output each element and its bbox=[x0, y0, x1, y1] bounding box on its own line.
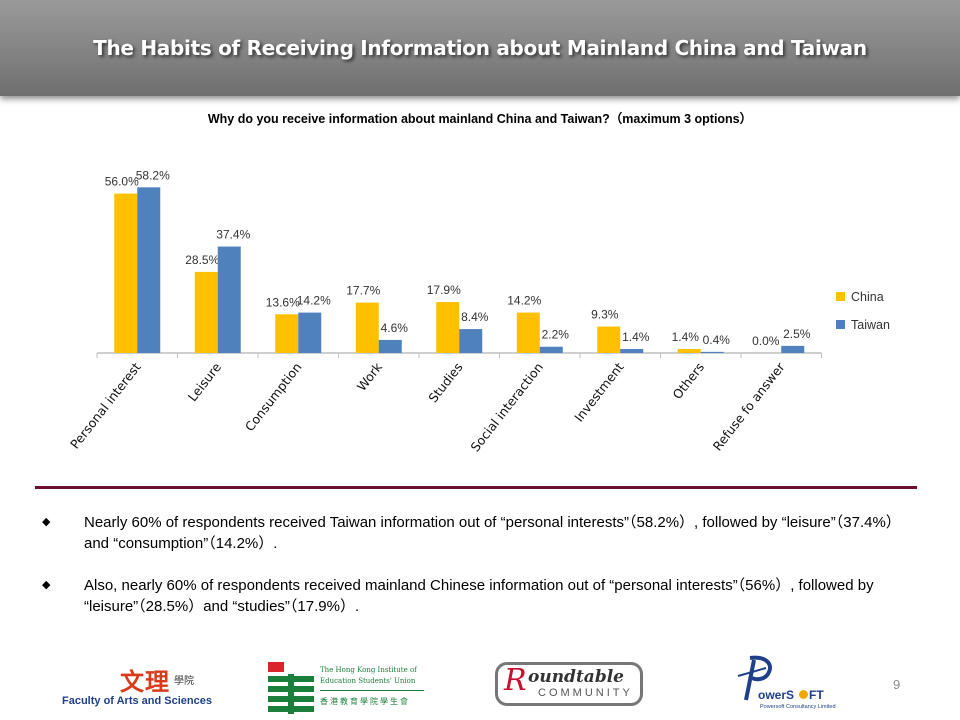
x-tick-label: Investment bbox=[571, 360, 626, 425]
x-tick-label: Work bbox=[354, 359, 386, 394]
hkied-line1: The Hong Kong Institute of bbox=[320, 666, 417, 674]
x-tick-label: Studies bbox=[425, 360, 465, 406]
powersoft-main: owerS bbox=[758, 688, 795, 702]
bar-taiwan bbox=[378, 339, 402, 353]
hkied-line2: Education Students' Union bbox=[320, 677, 416, 685]
bar-china bbox=[436, 302, 460, 353]
data-label-china: 28.5% bbox=[185, 253, 219, 267]
powersoft-o-icon bbox=[799, 690, 808, 699]
hkied-su-logo: The Hong Kong Institute of Education Stu… bbox=[266, 660, 436, 716]
bar-taiwan bbox=[459, 329, 483, 353]
legend-swatch-taiwan bbox=[836, 320, 845, 329]
bullet-text: Also, nearly 60% of respondents received… bbox=[84, 577, 874, 615]
hkied-rule bbox=[320, 690, 424, 691]
data-label-taiwan: 2.5% bbox=[783, 327, 811, 341]
data-label-china: 9.3% bbox=[591, 308, 619, 322]
roundtable-top: oundtable bbox=[528, 667, 624, 687]
data-label-china: 17.7% bbox=[346, 284, 380, 298]
data-label-taiwan: 8.4% bbox=[461, 310, 489, 324]
bar-chart: 56.0%58.2% Personal interest 28.5% 37.4% Lei… bbox=[67, 168, 890, 455]
bar-china bbox=[194, 271, 218, 353]
bar-taiwan bbox=[539, 346, 563, 353]
title-bar: The Habits of Receiving Information abou… bbox=[0, 0, 960, 96]
data-label-taiwan: 2.2% bbox=[542, 328, 570, 342]
slide-title: The Habits of Receiving Information abou… bbox=[93, 36, 867, 60]
bar-taiwan bbox=[700, 351, 724, 353]
roundtable-r-icon: R bbox=[504, 663, 527, 698]
data-label-taiwan: 37.4% bbox=[216, 228, 250, 242]
bar-china bbox=[114, 193, 138, 353]
data-label-taiwan: 0.4% bbox=[703, 333, 731, 347]
bar-china bbox=[516, 312, 540, 353]
x-tick-label: Social interaction bbox=[467, 360, 546, 455]
section-divider bbox=[35, 486, 917, 489]
bar-china bbox=[355, 302, 379, 353]
footer-logos: 文理 學院 Faculty of Arts and Sciences The H… bbox=[0, 650, 960, 720]
data-label-china: 1.4% bbox=[672, 330, 700, 344]
legend-label-taiwan: Taiwan bbox=[851, 318, 890, 332]
hkied-emblem-icon bbox=[268, 662, 314, 714]
data-label-taiwan: 4.6% bbox=[381, 321, 409, 335]
data-label-china: 17.9% bbox=[427, 283, 461, 297]
bar-china bbox=[597, 326, 621, 353]
arts-logo-cn-small: 學院 bbox=[174, 676, 194, 687]
data-label-taiwan: 1.4% bbox=[622, 330, 650, 344]
bar-china bbox=[677, 349, 701, 353]
roundtable-bottom: COMMUNITY bbox=[538, 687, 633, 699]
x-tick-label: Others bbox=[669, 360, 707, 402]
x-tick-label: Personal interest bbox=[67, 360, 144, 452]
data-label-china: 14.2% bbox=[507, 294, 541, 308]
data-label-china: 13.6% bbox=[266, 295, 300, 309]
bar-taiwan bbox=[137, 187, 161, 353]
arts-sciences-logo: 文理 學院 Faculty of Arts and Sciences bbox=[62, 662, 212, 710]
bar-taiwan bbox=[298, 312, 322, 353]
data-label-china: 56.0% bbox=[105, 175, 139, 189]
x-tick-label: Consumption bbox=[242, 360, 305, 434]
powersoft-sub: Powersoft Consultancy Limited bbox=[760, 704, 836, 710]
diamond-bullet-icon: ◆ bbox=[42, 516, 51, 528]
bar-taiwan bbox=[217, 246, 241, 353]
diamond-bullet-icon: ◆ bbox=[42, 579, 51, 591]
powersoft-main2: FT bbox=[809, 688, 824, 702]
arts-logo-en: Faculty of Arts and Sciences bbox=[62, 695, 212, 707]
bullet-text: Nearly 60% of respondents received Taiwa… bbox=[84, 514, 901, 552]
bar-taiwan bbox=[620, 349, 644, 353]
arts-logo-cn: 文理 bbox=[120, 667, 170, 696]
bar-china bbox=[275, 314, 299, 353]
data-label-taiwan: 58.2% bbox=[136, 168, 170, 182]
hkied-cn: 香港教育學院學生會 bbox=[320, 697, 410, 706]
page-number: 9 bbox=[893, 677, 901, 692]
powersoft-logo: owerS FT Powersoft Consultancy Limited bbox=[736, 654, 846, 716]
bar-taiwan bbox=[781, 345, 805, 353]
legend-label-china: China bbox=[851, 290, 884, 304]
x-tick-label: Leisure bbox=[185, 359, 225, 404]
bullet-item-china: ◆ Also, nearly 60% of respondents receiv… bbox=[42, 575, 922, 617]
powersoft-p-icon bbox=[737, 655, 772, 701]
roundtable-community-logo: R oundtable COMMUNITY bbox=[495, 662, 643, 706]
data-label-china: 0.0% bbox=[752, 334, 780, 348]
bullet-list: ◆ Nearly 60% of respondents received Tai… bbox=[42, 512, 922, 638]
x-tick-label: Refuse fo answer bbox=[710, 359, 789, 454]
chart-title: Why do you receive information about mai… bbox=[207, 112, 753, 126]
bullet-item-taiwan: ◆ Nearly 60% of respondents received Tai… bbox=[42, 512, 922, 554]
legend-swatch-china bbox=[836, 292, 845, 301]
data-label-taiwan: 14.2% bbox=[297, 294, 331, 308]
